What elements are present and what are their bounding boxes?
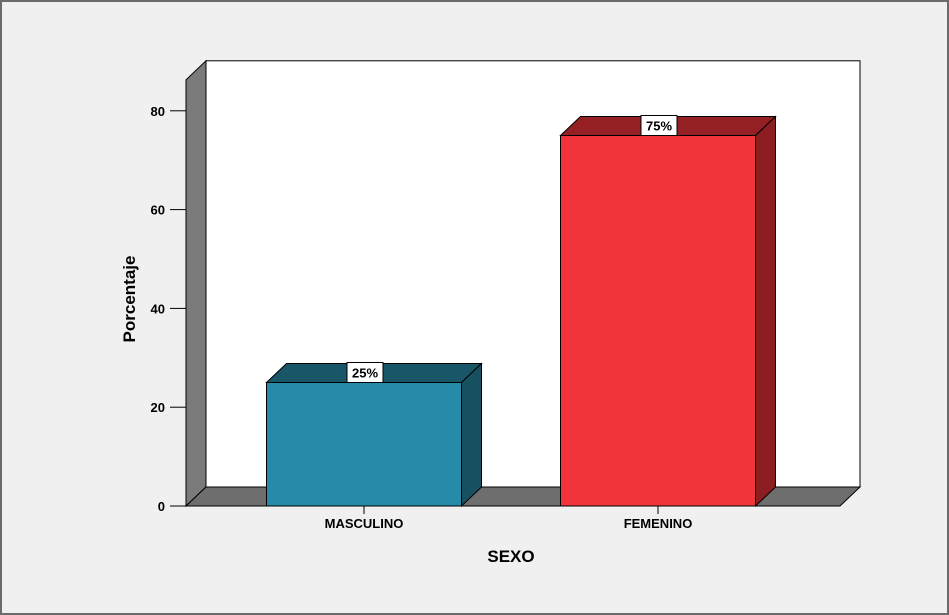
y-tick-label: 80 [151, 104, 165, 119]
data-label: 75% [646, 119, 672, 134]
category-labels: MASCULINO FEMENINO [325, 506, 693, 531]
y-tick-label: 0 [158, 499, 165, 514]
y-axis: 0 20 40 60 80 [151, 104, 186, 514]
bar-side-masculino [461, 362, 482, 508]
bar-femenino [560, 135, 756, 507]
data-label-box [346, 362, 384, 383]
data-label-box [640, 115, 678, 136]
plot-left-wall [185, 59, 207, 508]
y-tick-label: 60 [151, 203, 165, 218]
y-tick-label: 40 [151, 301, 165, 316]
y-tick-label: 20 [151, 400, 165, 415]
category-label: MASCULINO [325, 516, 404, 531]
category-label: FEMENINO [624, 516, 693, 531]
x-axis-title: SEXO [487, 547, 534, 566]
bar-side-femenino [755, 115, 776, 508]
bars: 25% 75% [265, 115, 777, 508]
y-axis-title: Porcentaje [120, 256, 139, 343]
data-label: 25% [352, 366, 378, 381]
bar-masculino [266, 382, 462, 507]
